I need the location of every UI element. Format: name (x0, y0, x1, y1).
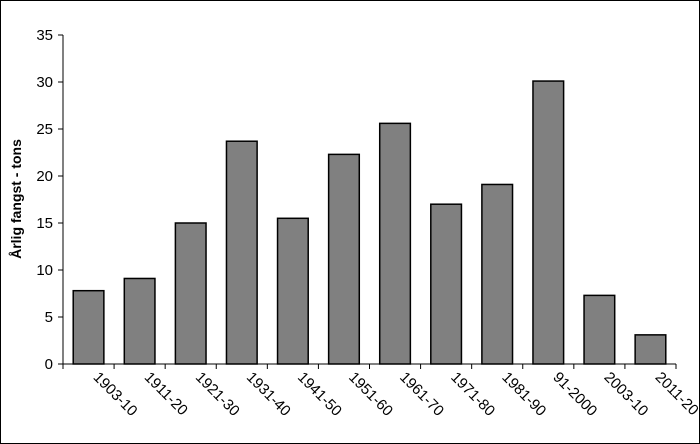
bar (225, 140, 258, 365)
x-tick-label: 1941-50 (294, 369, 345, 420)
bar (532, 80, 565, 365)
x-tick-label: 1921-30 (192, 369, 243, 420)
bar (583, 294, 616, 365)
y-tick-label: 30 (36, 74, 53, 91)
y-tick-label: 5 (45, 309, 53, 326)
bar (276, 217, 309, 365)
x-tick-label: 1971-80 (447, 369, 498, 420)
y-tick-label: 35 (36, 27, 53, 44)
x-tick-label: 1981-90 (498, 369, 549, 420)
plot-area: 0 5 10 15 20 25 30 35 1903-10 1911-20 1921-30 1931-… (36, 27, 700, 420)
x-tick-label: 1961-70 (396, 369, 447, 420)
bar (634, 334, 667, 365)
y-tick-label: 10 (36, 262, 53, 279)
x-tick-label: 1951-60 (345, 369, 396, 420)
bar (174, 222, 207, 365)
x-tick-label: 1903-10 (90, 369, 141, 420)
bar (123, 277, 156, 365)
x-tick-label: 91-2000 (549, 369, 600, 420)
bar (481, 183, 514, 365)
bar (72, 289, 105, 365)
x-tick-label: 2003-10 (601, 369, 652, 420)
y-tick-label: 15 (36, 215, 53, 232)
x-tick-label: 1931-40 (243, 369, 294, 420)
y-axis-title: Årlig fangst - tons (8, 139, 24, 259)
x-tick-label: 2011-20 (652, 369, 700, 419)
bar (378, 122, 412, 365)
y-tick-label: 20 (36, 168, 53, 185)
y-tick-label: 25 (36, 121, 53, 138)
x-tick-label: 1911-20 (141, 369, 191, 419)
y-tick-label: 0 (45, 356, 53, 373)
bar (430, 203, 463, 365)
bar (327, 153, 361, 365)
